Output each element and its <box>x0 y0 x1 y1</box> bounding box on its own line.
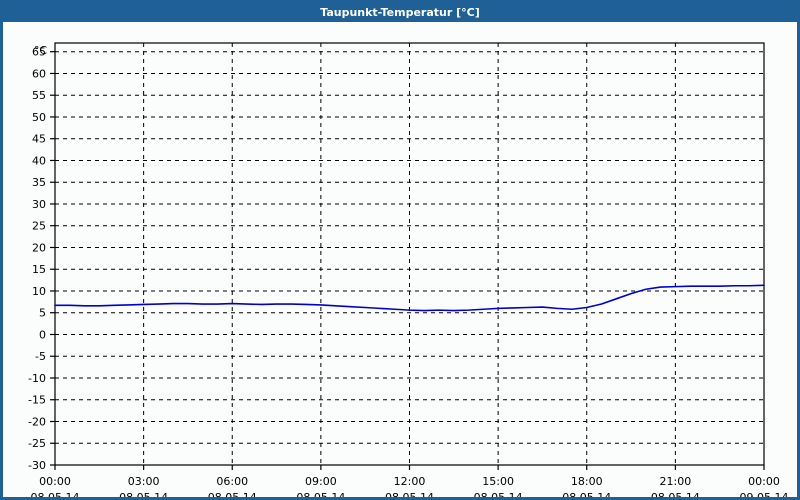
y-tick-label: 15 <box>32 263 46 276</box>
x-tick-label-time: 00:00 <box>39 475 71 488</box>
y-tick-label: 35 <box>32 176 46 189</box>
x-tick-label-date: 08.05.14 <box>31 491 80 497</box>
y-tick-label: -20 <box>28 415 46 428</box>
x-tick-label-date: 08.05.14 <box>296 491 345 497</box>
y-tick-label: 0 <box>39 328 46 341</box>
y-tick-label: 25 <box>32 220 46 233</box>
vertical-gridlines <box>143 43 676 465</box>
x-tick-label-date: 08.05.14 <box>474 491 523 497</box>
y-tick-label: 45 <box>32 133 46 146</box>
x-tick-label-time: 00:00 <box>748 475 780 488</box>
x-tick-label-date: 08.05.14 <box>651 491 700 497</box>
y-tick-label: 55 <box>32 89 46 102</box>
y-tick-label: -5 <box>35 350 46 363</box>
y-tick-label: 60 <box>32 67 46 80</box>
window-title-bar: Taupunkt-Temperatur [°C] <box>3 3 797 22</box>
x-tick-label-time: 21:00 <box>660 475 692 488</box>
line-chart: °C 65605550454035302520151050-5-10-15-20… <box>28 42 789 497</box>
y-tick-label: 65 <box>32 46 46 59</box>
dewpoint-temperature-line <box>54 284 765 312</box>
y-tick-label: 50 <box>32 111 46 124</box>
y-axis-tick-labels: 65605550454035302520151050-5-10-15-20-25… <box>28 46 46 472</box>
x-tick-label-date: 08.05.14 <box>385 491 434 497</box>
x-tick-label-date: 08.05.14 <box>119 491 168 497</box>
chart-canvas: °C 65 60 55 50 45 40 35 30 25 20 15 10 5 0 -5 -10 -15 -20… <box>3 22 797 497</box>
y-axis-unit-label-group: °C <box>34 44 48 57</box>
y-tick-label: 30 <box>32 198 46 211</box>
y-tick-label: -15 <box>28 394 46 407</box>
x-tick-label-date: 09.05.14 <box>740 491 789 497</box>
axis-tick-marks <box>50 51 765 470</box>
y-tick-label: 40 <box>32 154 46 167</box>
x-tick-label-time: 09:00 <box>305 475 337 488</box>
x-tick-label-time: 03:00 <box>128 475 160 488</box>
x-tick-label-time: 12:00 <box>394 475 426 488</box>
y-tick-label: -30 <box>28 459 46 472</box>
y-tick-label: 10 <box>32 285 46 298</box>
x-tick-label-date: 08.05.14 <box>208 491 257 497</box>
y-axis-unit-label: °C <box>34 44 48 57</box>
y-tick-label: 5 <box>39 307 46 320</box>
x-tick-label-date: 08.05.14 <box>562 491 611 497</box>
y-tick-label: -10 <box>28 372 46 385</box>
x-tick-label-time: 18:00 <box>571 475 603 488</box>
x-tick-label-time: 06:00 <box>216 475 248 488</box>
page-title: Taupunkt-Temperatur [°C] <box>320 6 480 19</box>
x-tick-label-time: 15:00 <box>482 475 514 488</box>
y-tick-label: -25 <box>28 437 46 450</box>
x-axis-tick-labels: 00:00 08.05.14 03:00 08.05.14 06:00 08.05.14 0… <box>31 475 789 497</box>
y-tick-label: 20 <box>32 241 46 254</box>
plot-area-frame <box>54 42 765 466</box>
